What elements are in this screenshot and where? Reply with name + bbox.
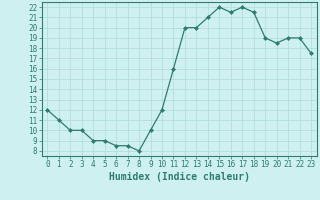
X-axis label: Humidex (Indice chaleur): Humidex (Indice chaleur): [109, 172, 250, 182]
